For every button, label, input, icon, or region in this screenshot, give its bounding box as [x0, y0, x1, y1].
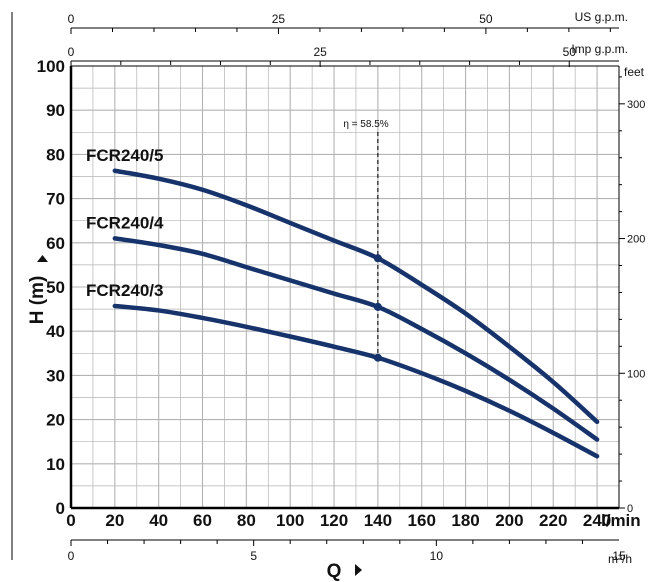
y-tick-label: 30 — [46, 366, 65, 385]
y-axis-title: H (m) — [27, 276, 48, 325]
x-tick-label: 160 — [408, 511, 436, 530]
x-tick-label: 80 — [237, 511, 256, 530]
right-axis-title: feet — [624, 65, 645, 79]
y-tick-label: 40 — [46, 322, 65, 341]
series-line-fcr240-3 — [112, 303, 600, 459]
series-line-fcr240-5 — [112, 168, 600, 425]
y-tick-label: 90 — [46, 101, 65, 120]
x-tick-label: 220 — [539, 511, 567, 530]
y-tick-label: 100 — [37, 57, 65, 76]
duty-point-fcr240-5 — [373, 254, 382, 263]
series-label-fcr240-5: FCR240/5 — [86, 146, 163, 165]
top-axis-1-title: US g.p.m. — [575, 10, 628, 24]
top-axis-us-tick-label: 25 — [272, 12, 286, 26]
axes — [69, 27, 625, 546]
y-tick-label: 60 — [46, 234, 65, 253]
y-tick-label: 0 — [56, 499, 65, 518]
x-tick-label: 200 — [495, 511, 523, 530]
series-line-fcr240-4 — [112, 236, 600, 442]
y-tick-label: 50 — [46, 278, 65, 297]
y-tick-label: 10 — [46, 455, 65, 474]
top-axis-2-title: Imp g.p.m. — [571, 42, 628, 56]
top-axis-imp-tick-label: 50 — [563, 45, 577, 59]
y-tick-label: 80 — [46, 145, 65, 164]
x-axis-arrow-icon — [355, 564, 362, 576]
bottom-axis-2-title: m³/h — [608, 552, 632, 566]
series-label-fcr240-4: FCR240/4 — [86, 213, 164, 232]
x-tick-label: 20 — [105, 511, 124, 530]
y-axis-arrow-icon — [37, 255, 48, 262]
duty-point-fcr240-3 — [373, 353, 382, 362]
top-axis-imp-tick-label: 0 — [68, 45, 75, 59]
x-tick-label: 120 — [320, 511, 348, 530]
x-tick-label: 240 — [583, 511, 611, 530]
x-tick-label: 60 — [193, 511, 212, 530]
x-tick-label: 180 — [451, 511, 479, 530]
x-tick-label: 140 — [364, 511, 392, 530]
bottom-axis2-tick-label: 5 — [250, 549, 257, 563]
y-tick-label: 70 — [46, 190, 65, 209]
right-tick-label: 0 — [627, 503, 633, 515]
y-tick-label: 20 — [46, 411, 65, 430]
bottom-axis2-tick-label: 15 — [612, 549, 626, 563]
x-tick-label: 40 — [149, 511, 168, 530]
bottom-axis2-tick-label: 10 — [430, 549, 444, 563]
series-group: FCR240/5 FCR240/4 FCR240/3 — [86, 146, 600, 459]
right-tick-label: 300 — [627, 99, 645, 111]
right-tick-label: 200 — [627, 234, 645, 246]
x-axis-title: Q — [327, 561, 342, 582]
x-tick-label: 100 — [276, 511, 304, 530]
bottom-axis2-tick-label: 0 — [68, 549, 75, 563]
efficiency-label: η = 58.5% — [343, 119, 388, 130]
x-unit-label: l/min — [601, 511, 641, 530]
series-label-fcr240-3: FCR240/3 — [86, 281, 163, 300]
top-axis-us-tick-label: 50 — [479, 12, 493, 26]
top-axis-imp-tick-label: 25 — [313, 45, 327, 59]
top-axis-us-tick-label: 0 — [68, 12, 75, 26]
x-tick-label: 0 — [66, 511, 75, 530]
right-tick-label: 100 — [627, 368, 645, 380]
duty-point-fcr240-4 — [373, 302, 382, 311]
